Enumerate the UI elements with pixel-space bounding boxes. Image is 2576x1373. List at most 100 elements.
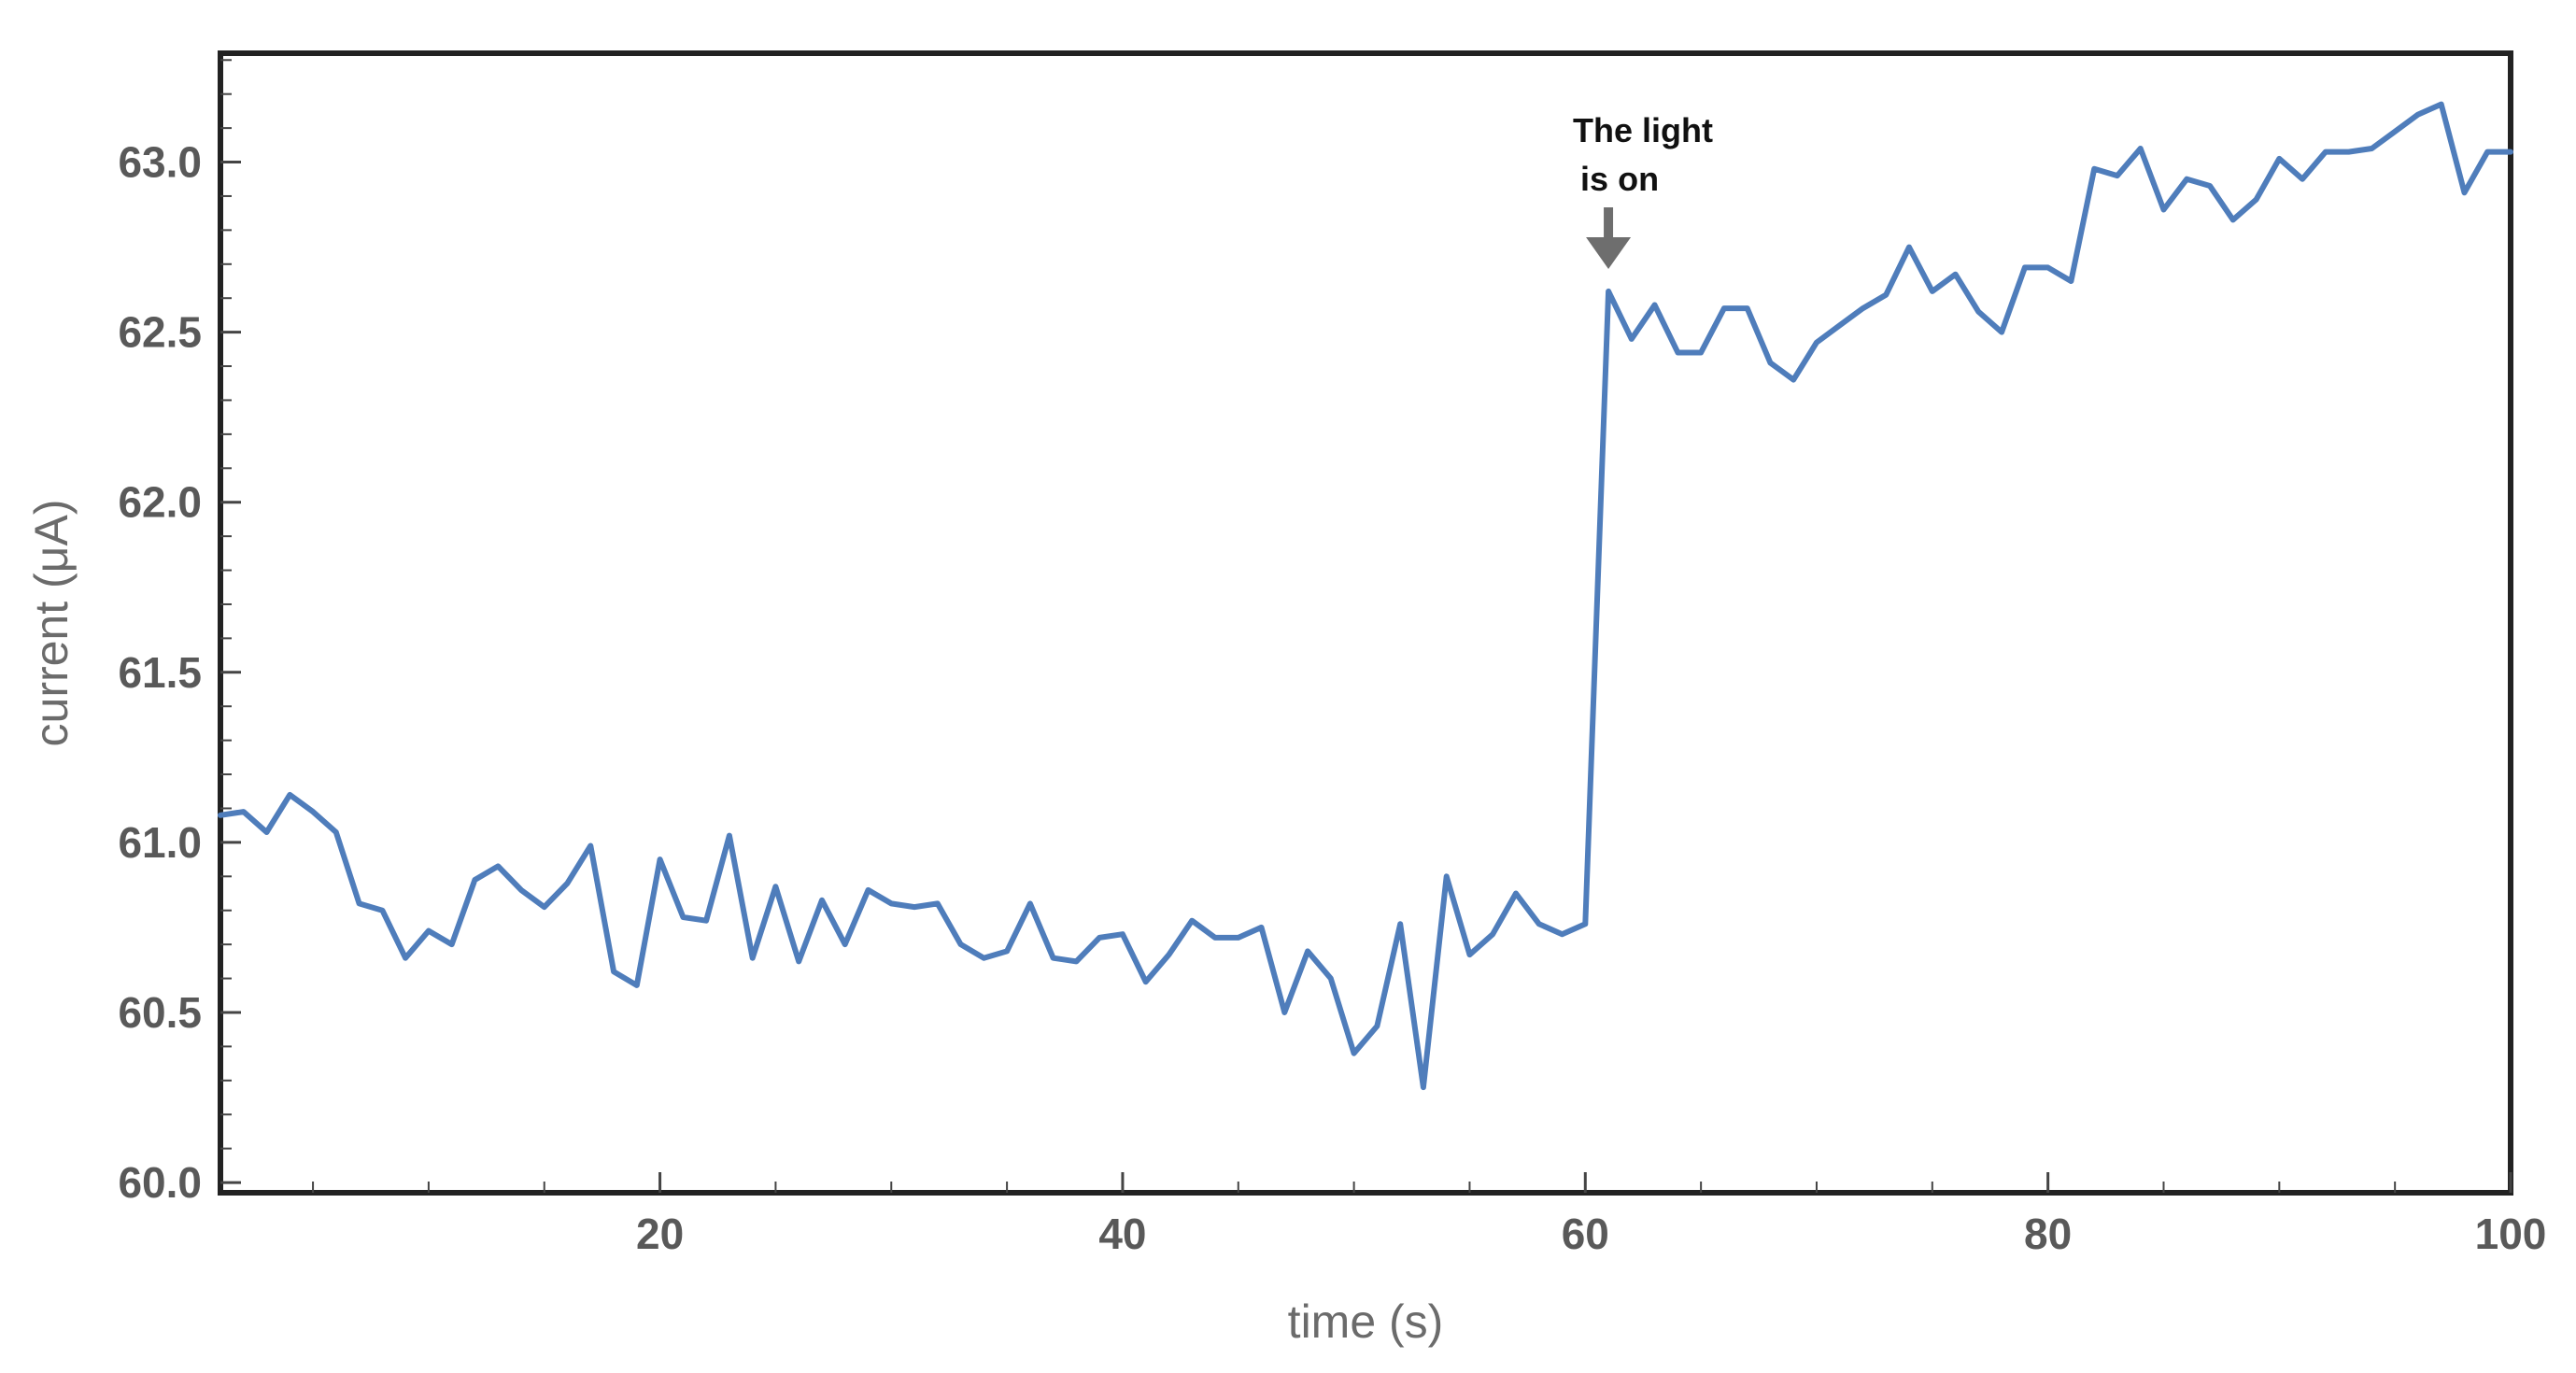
data-point xyxy=(2391,128,2399,135)
data-point xyxy=(1443,872,1451,880)
x-tick-label: 80 xyxy=(2024,1210,2072,1258)
data-point xyxy=(2183,176,2190,183)
data-point xyxy=(771,883,779,890)
data-point xyxy=(1790,376,1797,384)
data-point xyxy=(2021,263,2029,271)
x-tick-label: 60 xyxy=(1562,1210,1609,1258)
data-point xyxy=(1466,951,1474,958)
data-point xyxy=(2067,277,2074,285)
down-arrow-icon xyxy=(1586,207,1632,269)
data-point xyxy=(1351,1050,1358,1057)
data-point xyxy=(1166,951,1173,958)
data-point xyxy=(471,876,478,884)
data-point xyxy=(1003,947,1011,955)
data-point xyxy=(657,856,664,863)
x-axis: 20 40 60 80 100 xyxy=(312,1172,2546,1258)
data-point xyxy=(263,828,271,836)
data-point xyxy=(1998,329,2005,336)
data-point xyxy=(333,828,340,836)
data-point xyxy=(2137,145,2144,152)
data-point xyxy=(2368,145,2375,152)
data-point xyxy=(494,862,502,870)
data-point xyxy=(286,791,293,799)
data-point xyxy=(2160,206,2168,214)
y-axis: 60.0 60.5 61.0 61.5 62.0 62.5 63.0 xyxy=(118,59,241,1207)
data-point xyxy=(1697,349,1705,357)
data-point xyxy=(1974,308,1982,316)
plot-frame xyxy=(218,50,2513,1196)
data-point xyxy=(1952,271,1960,278)
data-point xyxy=(2253,196,2260,204)
data-point xyxy=(309,808,317,815)
data-point xyxy=(818,897,826,904)
data-point xyxy=(911,903,918,911)
data-point xyxy=(2438,101,2445,108)
data-point xyxy=(2507,149,2514,156)
data-point xyxy=(1674,349,1681,357)
data-point xyxy=(1420,1083,1427,1091)
y-tick-label: 61.5 xyxy=(118,648,202,697)
data-point xyxy=(448,941,456,948)
data-point xyxy=(356,899,363,907)
data-point xyxy=(1766,359,1774,366)
data-point xyxy=(217,812,224,819)
data-point xyxy=(378,907,386,914)
data-point xyxy=(726,832,733,840)
data-point xyxy=(1050,955,1057,962)
data-point xyxy=(2322,149,2329,156)
data-point xyxy=(1581,920,1589,927)
data-point xyxy=(1882,291,1890,299)
data-point xyxy=(2299,176,2306,183)
data-point xyxy=(1905,244,1913,251)
data-point xyxy=(1396,920,1404,927)
annotation-text-line-1: The light xyxy=(1573,111,1713,149)
data-point xyxy=(2275,155,2283,163)
data-point xyxy=(1651,302,1659,309)
data-point xyxy=(1072,957,1080,965)
data-point xyxy=(2345,149,2353,156)
data-point xyxy=(842,941,849,948)
data-point xyxy=(1605,288,1612,295)
data-point xyxy=(1744,304,1751,312)
data-point xyxy=(1142,978,1150,985)
y-tick-label: 60.5 xyxy=(118,988,202,1037)
data-point xyxy=(1026,899,1034,907)
x-tick-label: 20 xyxy=(636,1210,684,1258)
data-point xyxy=(749,955,757,962)
data-point xyxy=(1559,930,1566,938)
y-tick-label: 61.0 xyxy=(118,818,202,867)
y-tick-label: 62.5 xyxy=(118,308,202,357)
x-axis-title: time (s) xyxy=(1288,1295,1444,1348)
data-point xyxy=(2229,216,2237,223)
data-point xyxy=(865,886,872,894)
data-point xyxy=(610,968,617,975)
data-point xyxy=(1096,934,1103,941)
data-point xyxy=(2461,189,2469,196)
data-point xyxy=(1536,920,1543,927)
data-point xyxy=(1836,321,1844,329)
data-point xyxy=(1211,934,1219,941)
data-point xyxy=(887,899,895,907)
y-tick-label: 62.0 xyxy=(118,478,202,527)
data-point xyxy=(1304,947,1311,955)
y-tick-label: 60.0 xyxy=(118,1158,202,1207)
y-axis-title: current (μA) xyxy=(25,500,78,747)
data-point xyxy=(633,982,641,989)
data-point xyxy=(934,899,941,907)
data-point xyxy=(795,957,802,965)
data-point xyxy=(980,955,987,962)
data-point xyxy=(1489,930,1496,938)
current-series-line xyxy=(218,101,2513,1091)
light-on-annotation: The light is on xyxy=(1573,111,1713,269)
data-point xyxy=(2414,111,2422,119)
data-point xyxy=(702,917,710,925)
data-point xyxy=(1512,890,1520,898)
y-tick-label: 63.0 xyxy=(118,138,202,187)
data-point xyxy=(1720,304,1728,312)
data-point xyxy=(2484,149,2491,156)
data-point xyxy=(1119,930,1126,938)
data-point xyxy=(1373,1023,1380,1030)
data-point xyxy=(1860,304,1867,312)
annotation-text-line-2: is on xyxy=(1580,160,1659,198)
